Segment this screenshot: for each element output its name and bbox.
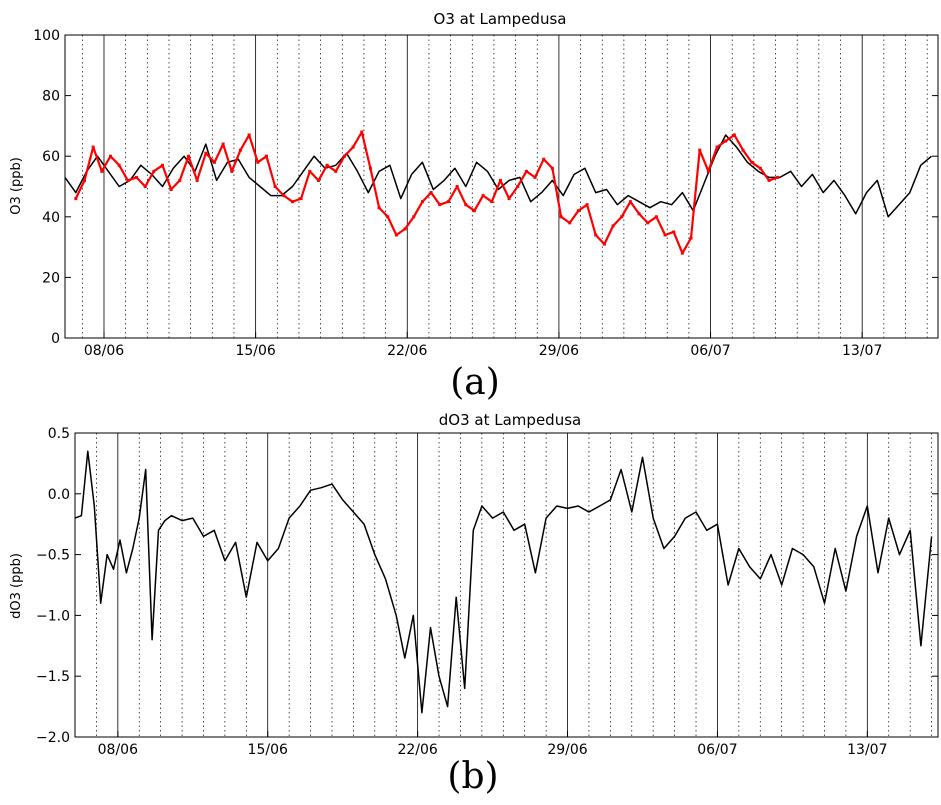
do3-x-tick-label: 08/06 bbox=[98, 742, 138, 758]
do3-y-axis-label: dO3 (ppb) bbox=[9, 553, 24, 619]
o3-x-tick-label: 22/06 bbox=[387, 343, 427, 359]
o3-y-tick-label: 100 bbox=[33, 28, 60, 44]
o3-x-tick-label: 13/07 bbox=[842, 343, 882, 359]
do3-x-tick-label: 29/06 bbox=[547, 742, 587, 758]
o3-y-tick-label: 0 bbox=[51, 331, 60, 347]
o3-plot-frame bbox=[64, 34, 939, 339]
panel-a-caption: (a) bbox=[450, 362, 500, 403]
do3-plot-frame bbox=[74, 432, 939, 738]
o3-y-tick-label: 80 bbox=[42, 89, 60, 105]
o3-observed-trace bbox=[74, 130, 779, 255]
do3-panel: dO3 at Lampedusa dO3 (ppb) (b) −2.0 −1.5 −… bbox=[9, 411, 939, 797]
do3-x-tick-label: 06/07 bbox=[697, 742, 737, 758]
o3-y-tick-label: 20 bbox=[42, 270, 60, 286]
do3-x-tick-label: 15/06 bbox=[248, 742, 288, 758]
o3-observed-points bbox=[74, 130, 780, 255]
do3-chart-title: dO3 at Lampedusa bbox=[439, 411, 581, 429]
do3-y-tick-label: −0.5 bbox=[36, 548, 70, 564]
do3-y-tick-label: 0.5 bbox=[48, 426, 70, 442]
o3-y-axis-label: O3 (ppb) bbox=[9, 157, 24, 215]
do3-y-tick-label: −1.0 bbox=[36, 608, 70, 624]
o3-x-tick-label: 06/07 bbox=[690, 343, 730, 359]
o3-x-tick-label: 08/06 bbox=[84, 343, 124, 359]
o3-y-tick-label: 60 bbox=[42, 149, 60, 165]
do3-x-tick-label: 22/06 bbox=[397, 742, 437, 758]
do3-model-line bbox=[74, 450, 933, 714]
o3-y-tick-label: 40 bbox=[42, 210, 60, 226]
panel-b-caption: (b) bbox=[447, 756, 498, 797]
do3-x-tick-label: 13/07 bbox=[847, 742, 887, 758]
do3-y-tick-label: 0.0 bbox=[48, 487, 70, 503]
o3-panel: O3 at Lampedusa O3 (ppb) (a) 0 20 40 60 80 10… bbox=[9, 10, 939, 403]
o3-observed-point bbox=[74, 197, 78, 201]
o3-chart-title: O3 at Lampedusa bbox=[434, 10, 567, 28]
o3-x-tick-label: 29/06 bbox=[539, 343, 579, 359]
do3-y-tick-label: −1.5 bbox=[36, 669, 70, 685]
do3-y-tick-label: −2.0 bbox=[36, 730, 70, 746]
o3-x-tick-label: 15/06 bbox=[235, 343, 275, 359]
